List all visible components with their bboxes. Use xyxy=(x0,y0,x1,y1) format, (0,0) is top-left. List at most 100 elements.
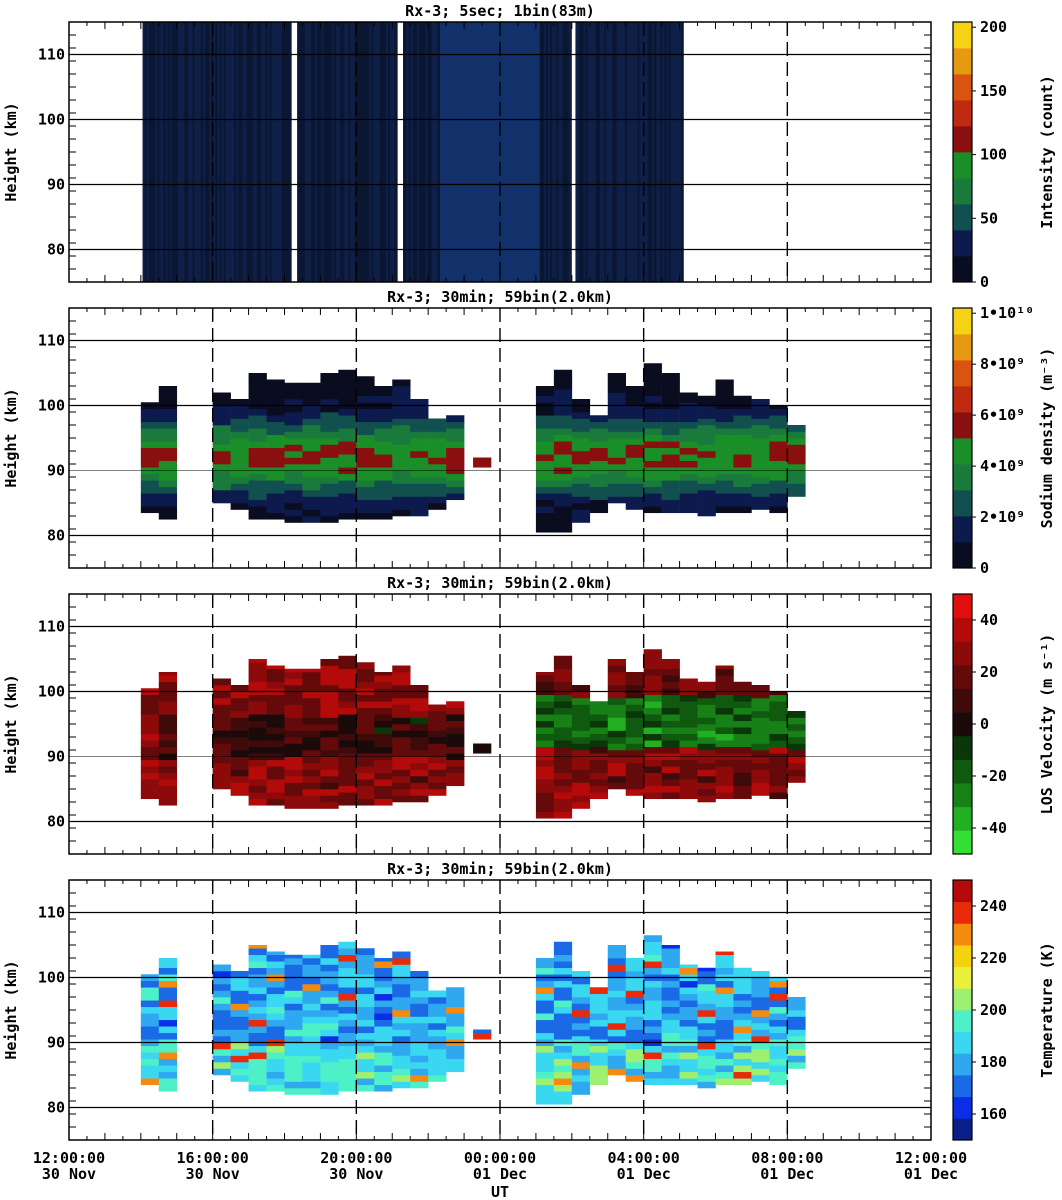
data-cell xyxy=(248,1045,267,1053)
data-cell xyxy=(338,1013,357,1021)
noise-strip xyxy=(419,22,422,282)
noise-strip xyxy=(219,22,223,282)
data-cell xyxy=(284,691,303,699)
noise-strip xyxy=(627,22,630,282)
data-cell xyxy=(248,428,267,436)
data-cell xyxy=(392,503,411,510)
data-cell xyxy=(607,490,627,497)
data-cell xyxy=(266,967,285,975)
noise-strip xyxy=(311,22,314,282)
data-cell xyxy=(140,980,160,988)
data-cell xyxy=(625,1068,644,1076)
noise-strip xyxy=(286,22,289,282)
data-cell xyxy=(589,434,609,442)
y-tick-label: 110 xyxy=(38,46,65,64)
noise-strip xyxy=(525,22,528,282)
colorbar-swatch xyxy=(953,664,972,689)
data-cell xyxy=(679,720,698,728)
data-cell xyxy=(661,714,680,722)
data-cell xyxy=(140,473,160,481)
colorbar-tick-label: 0 xyxy=(980,715,989,733)
data-cell xyxy=(230,451,249,458)
data-cell xyxy=(320,997,339,1004)
data-cell xyxy=(248,945,267,949)
data-cell xyxy=(446,707,465,715)
noise-strip xyxy=(248,22,252,282)
noise-strip xyxy=(367,22,370,282)
data-cell xyxy=(356,948,375,956)
data-cell xyxy=(338,785,357,793)
data-cell xyxy=(643,363,662,371)
colorbar-tick-label: 160 xyxy=(980,1105,1007,1123)
data-cell xyxy=(697,743,716,751)
data-cell xyxy=(428,756,447,764)
data-cell xyxy=(212,756,231,764)
data-cell xyxy=(230,756,249,764)
data-cell xyxy=(643,1065,662,1073)
data-cell xyxy=(212,776,231,783)
data-cell xyxy=(643,675,662,683)
data-cell xyxy=(607,1068,627,1076)
data-cell xyxy=(697,483,716,491)
data-cell xyxy=(320,483,339,491)
data-cell xyxy=(428,717,447,725)
data-cell xyxy=(248,389,267,397)
data-cell xyxy=(643,941,662,949)
data-cell xyxy=(158,447,178,455)
panel-3: Rx-3; 30min; 59bin(2.0km)8090100110Heigh… xyxy=(2,574,1056,855)
data-cell xyxy=(302,958,321,965)
data-cell xyxy=(230,750,249,757)
data-cell xyxy=(535,454,555,462)
data-cell xyxy=(410,431,429,439)
data-cell xyxy=(571,717,591,725)
data-cell xyxy=(248,1000,267,1008)
data-cell xyxy=(428,1029,447,1037)
data-cell xyxy=(715,454,734,462)
data-cell xyxy=(338,987,357,995)
data-cell xyxy=(715,714,734,722)
data-cell xyxy=(410,418,429,426)
noise-strip xyxy=(207,22,210,282)
data-cell xyxy=(625,971,644,978)
data-cell xyxy=(643,415,662,423)
data-cell xyxy=(410,1062,429,1069)
data-cell xyxy=(302,1062,321,1069)
data-cell xyxy=(697,795,716,803)
data-cell xyxy=(751,997,770,1004)
data-cell xyxy=(697,704,716,712)
data-cell xyxy=(284,1062,303,1069)
data-cell xyxy=(392,1003,411,1011)
data-cell xyxy=(589,473,609,481)
data-cell xyxy=(643,759,662,767)
data-cell xyxy=(697,405,716,413)
noise-strip xyxy=(658,22,661,282)
data-cell xyxy=(284,954,303,959)
noise-strip xyxy=(577,22,580,282)
colorbar-swatch xyxy=(953,438,972,465)
data-cell xyxy=(535,395,555,403)
data-cell xyxy=(607,386,627,393)
data-cell xyxy=(553,499,573,507)
data-cell xyxy=(374,1084,393,1092)
data-cell xyxy=(643,447,662,455)
data-cell xyxy=(625,444,644,452)
data-cell xyxy=(446,759,465,767)
panel-title: Rx-3; 30min; 59bin(2.0km) xyxy=(387,574,613,592)
data-cell xyxy=(446,1013,465,1021)
noise-strip xyxy=(360,22,364,282)
noise-strip xyxy=(502,22,505,282)
data-cell xyxy=(679,486,698,494)
data-cell xyxy=(697,717,716,725)
noise-strip xyxy=(242,22,246,282)
data-cell xyxy=(356,779,375,787)
data-cell xyxy=(428,724,447,731)
data-cell xyxy=(374,980,393,988)
noise-strip xyxy=(153,22,156,282)
data-cell xyxy=(589,1058,609,1066)
data-cell xyxy=(787,763,806,770)
data-cell xyxy=(248,480,267,488)
y-axis-title: Height (km) xyxy=(2,102,20,201)
data-cell xyxy=(410,698,429,705)
data-cell xyxy=(248,961,267,969)
data-cell xyxy=(607,659,627,666)
